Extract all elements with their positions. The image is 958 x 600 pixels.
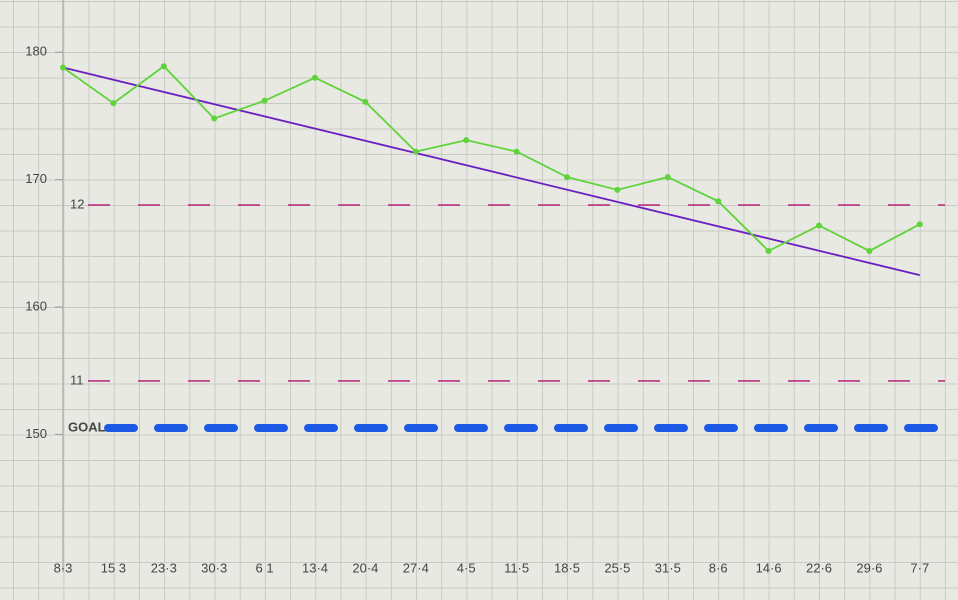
data-line [62,65,921,253]
x-tick-label: 8·3 [54,560,73,575]
data-point [765,247,772,254]
x-tick-label: 18·5 [554,560,580,575]
x-tick-label: 7·7 [910,560,929,575]
data-point [160,63,167,70]
data-point [312,74,318,81]
x-tick-label: 13·4 [302,560,328,575]
data-point [916,221,923,228]
x-tick-label: 25·5 [604,560,630,575]
data-point [211,115,218,122]
data-point [816,222,822,229]
y-tick-label: 150 [25,426,47,441]
data-point [463,137,470,144]
data-point [564,174,570,181]
x-tick-label: 14·6 [756,560,782,575]
x-tick-label: 20·4 [352,560,378,575]
x-tick-label: 11·5 [504,560,529,575]
x-tick-label: 27·4 [403,560,429,575]
y-tick-label: 180 [25,44,47,59]
y-tick-label: 160 [25,298,47,313]
x-tick-label: 30·3 [201,560,227,575]
data-point [513,148,520,155]
data-point [614,186,621,193]
data-point [664,174,671,181]
data-point [715,198,722,205]
data-point [362,98,369,105]
x-tick-label: 6 1 [256,560,274,575]
x-tick-label: 22·6 [806,560,832,575]
x-tick-label: 31·5 [655,560,681,575]
x-tick-label: 23·3 [151,560,177,575]
data-point [110,100,117,107]
x-tick-label: 8·6 [709,560,728,575]
trendline [62,66,921,277]
data-point [261,97,268,104]
reference-label: 12 [70,197,84,212]
data-point [412,148,419,155]
x-tick-label: 15 3 [101,560,126,575]
reference-label: GOAL [68,419,106,434]
x-tick-label: 4·5 [457,560,476,575]
y-tick-label: 170 [25,171,47,186]
reference-label: 11 [70,372,84,387]
data-point [60,64,66,71]
data-point [866,247,873,254]
x-tick-label: 29·6 [856,560,882,575]
